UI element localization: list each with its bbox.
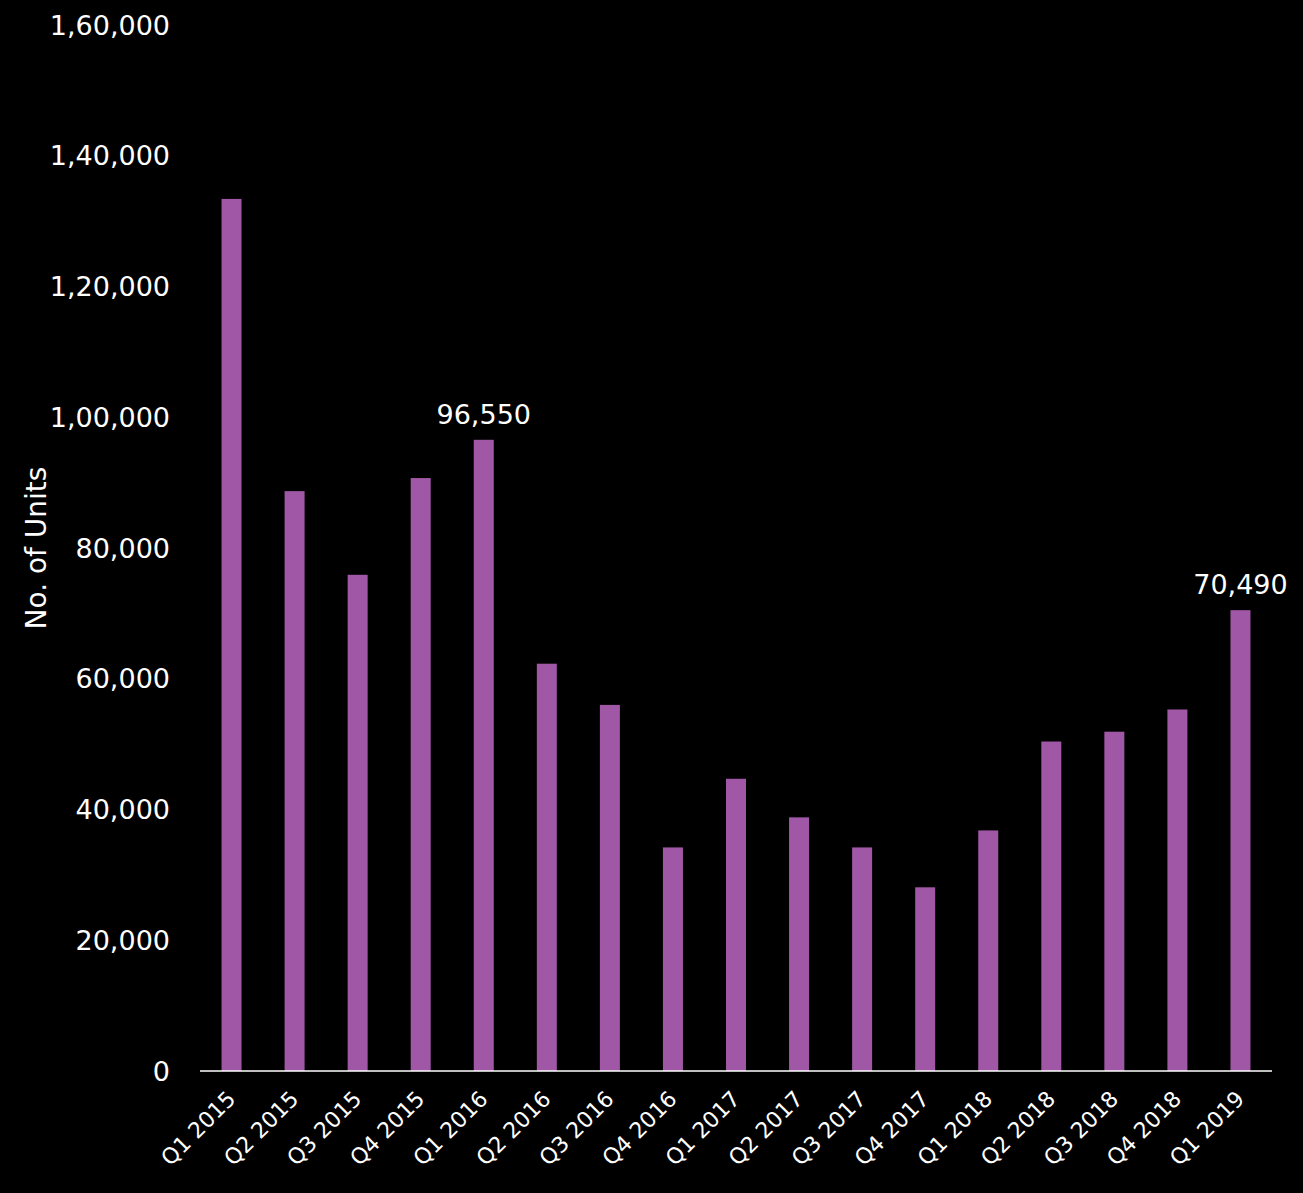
bar (663, 847, 683, 1071)
bars (222, 199, 1251, 1071)
bar (789, 817, 809, 1071)
bar (537, 664, 557, 1071)
chart: 0 20,000 40,000 60,000 80,000 1,00,000 1,20,00… (0, 0, 1303, 1193)
y-tick-label: 40,000 (76, 794, 170, 825)
bar (915, 887, 935, 1071)
y-tick-label: 1,00,000 (50, 402, 170, 433)
bar (348, 575, 368, 1071)
y-tick-label: 20,000 (76, 925, 170, 956)
bar (1167, 709, 1187, 1071)
bar (978, 830, 998, 1071)
bar (1230, 610, 1250, 1071)
data-label: 70,490 (1193, 569, 1287, 600)
bar (600, 705, 620, 1071)
x-axis-line (200, 1070, 1272, 1072)
bar (222, 199, 242, 1071)
y-tick-label: 0 (153, 1056, 170, 1087)
y-tick-label: 80,000 (76, 533, 170, 564)
bar (726, 779, 746, 1071)
bar (474, 440, 494, 1071)
bar (852, 847, 872, 1071)
y-tick-label: 1,60,000 (50, 10, 170, 41)
y-tick-label: 1,40,000 (50, 140, 170, 171)
x-tick-label: Q1 2019 (1165, 1086, 1249, 1170)
bar (411, 478, 431, 1071)
bar (1104, 732, 1124, 1071)
bar (285, 491, 305, 1071)
bar (1041, 742, 1061, 1071)
y-axis-title: No. of Units (20, 467, 53, 630)
y-tick-label: 1,20,000 (50, 271, 170, 302)
y-tick-label: 60,000 (76, 663, 170, 694)
data-label: 96,550 (437, 399, 531, 430)
